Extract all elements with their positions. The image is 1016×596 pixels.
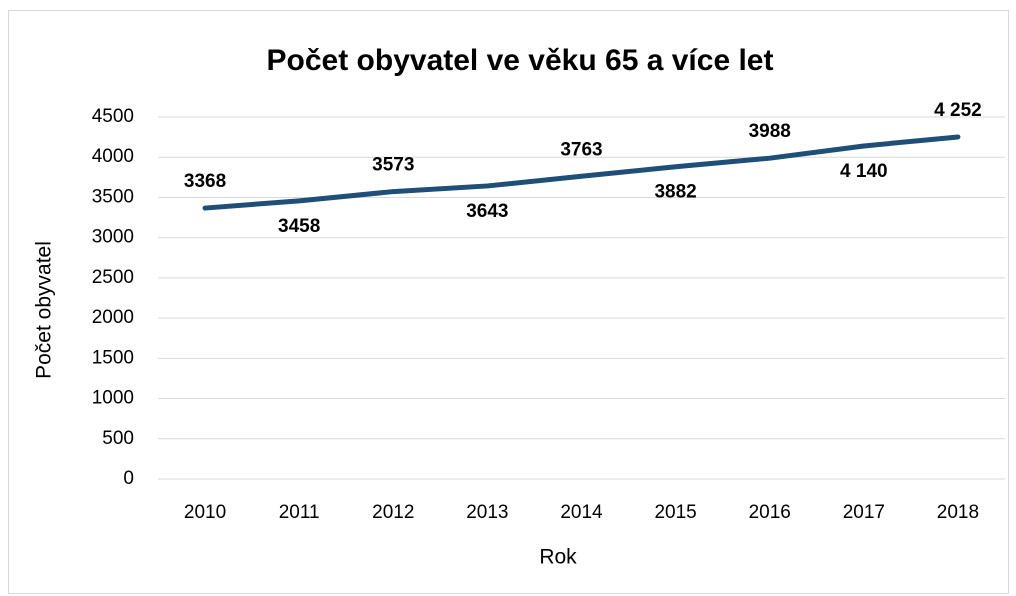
y-tick-label: 0 — [123, 468, 134, 489]
x-axis-title: Rok — [539, 546, 577, 569]
x-tick-label: 2013 — [466, 502, 508, 523]
x-tick-label: 2011 — [279, 502, 320, 523]
x-tick-label: 2017 — [843, 502, 885, 523]
y-tick-label: 2500 — [92, 267, 134, 288]
data-label: 4 252 — [934, 100, 982, 121]
chart-title: Počet obyvatel ve věku 65 a více let — [267, 44, 774, 77]
data-label: 3882 — [654, 182, 696, 203]
y-tick-label: 2000 — [92, 307, 134, 328]
x-tick-label: 2016 — [749, 502, 791, 523]
y-tick-label: 4000 — [92, 146, 134, 167]
y-tick-label: 3500 — [92, 186, 134, 207]
y-tick-label: 3000 — [92, 227, 134, 248]
chart-border — [8, 10, 1009, 594]
y-tick-label: 1500 — [92, 347, 134, 368]
x-tick-label: 2010 — [184, 502, 226, 523]
data-label: 3573 — [372, 155, 414, 176]
data-label: 3458 — [278, 216, 320, 237]
y-tick-label: 500 — [102, 428, 134, 449]
x-tick-label: 2015 — [654, 502, 696, 523]
data-label: 3368 — [184, 171, 226, 192]
data-label: 3643 — [466, 201, 508, 222]
data-line — [202, 134, 961, 211]
x-tick-label: 2014 — [560, 502, 603, 523]
y-tick-label: 4500 — [92, 106, 134, 127]
data-label: 3763 — [560, 139, 602, 160]
data-label: 4 140 — [840, 161, 888, 182]
x-tick-label: 2012 — [372, 502, 414, 523]
x-tick-label: 2018 — [937, 502, 979, 523]
y-axis-title: Počet obyvatel — [33, 241, 56, 379]
data-label: 3988 — [749, 121, 791, 142]
y-tick-label: 1000 — [92, 388, 134, 409]
